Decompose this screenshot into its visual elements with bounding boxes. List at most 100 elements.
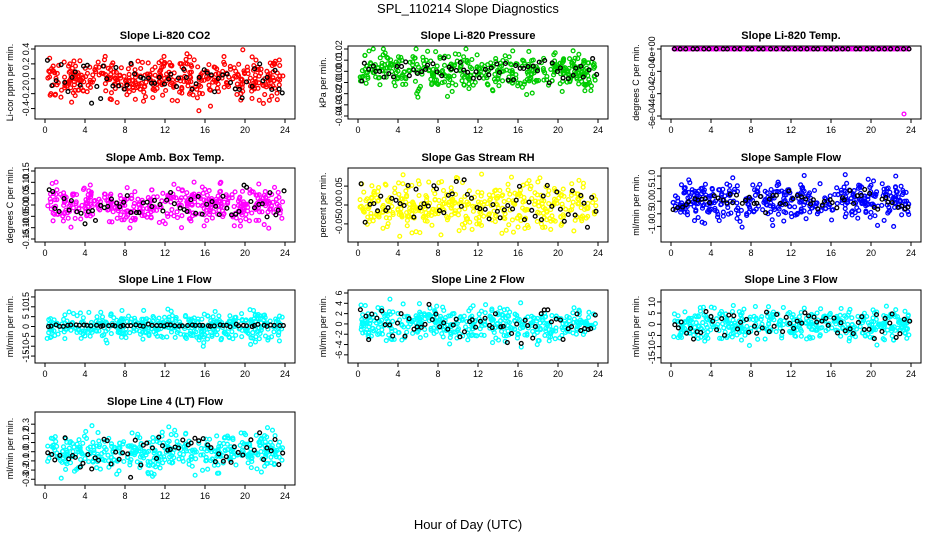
panel-title: Slope Line 2 Flow xyxy=(432,274,525,286)
data-point xyxy=(49,328,55,334)
data-point xyxy=(73,199,79,205)
data-point xyxy=(678,209,684,215)
data-point-black xyxy=(251,447,257,453)
data-point xyxy=(115,327,122,333)
data-point-black xyxy=(196,74,202,80)
data-point xyxy=(583,215,589,221)
data-point-black xyxy=(557,206,563,212)
data-point-black xyxy=(690,336,697,342)
data-point xyxy=(384,65,390,71)
data-point-black xyxy=(882,315,888,322)
data-point xyxy=(902,330,908,337)
data-point-black xyxy=(841,197,847,203)
data-point xyxy=(108,441,115,447)
data-point xyxy=(265,326,271,332)
data-point-black xyxy=(749,46,755,52)
data-point xyxy=(525,71,531,78)
y-tick-label: -0.02 xyxy=(334,83,344,104)
data-point xyxy=(897,199,903,205)
data-point-black xyxy=(212,89,218,95)
data-point xyxy=(541,320,548,326)
data-point-black xyxy=(128,60,134,67)
data-point xyxy=(548,218,554,224)
data-point-black xyxy=(532,213,538,219)
data-point-black xyxy=(125,451,131,457)
data-point xyxy=(179,84,185,91)
data-point-black xyxy=(554,68,560,74)
data-point xyxy=(535,209,541,215)
data-point-black xyxy=(217,322,223,328)
data-point xyxy=(157,465,163,471)
data-point xyxy=(88,189,94,195)
data-point xyxy=(422,206,428,212)
data-point xyxy=(101,449,107,455)
data-point xyxy=(517,325,523,331)
data-point xyxy=(546,201,552,207)
data-point-black xyxy=(821,198,827,204)
data-point xyxy=(571,228,577,234)
data-point-black xyxy=(244,444,250,451)
data-point xyxy=(854,205,860,211)
data-point-black xyxy=(358,181,364,187)
data-point-black xyxy=(701,46,707,52)
data-point xyxy=(696,314,702,320)
data-point-black xyxy=(721,332,728,338)
data-point-black xyxy=(694,46,700,52)
data-point xyxy=(276,454,282,460)
data-point xyxy=(256,336,262,342)
data-point-black xyxy=(156,434,162,440)
data-point-black xyxy=(276,86,282,92)
data-point xyxy=(417,230,423,236)
data-point xyxy=(171,181,177,187)
data-point-black xyxy=(703,309,709,315)
data-point xyxy=(48,199,54,205)
data-point xyxy=(96,328,102,334)
data-point-black xyxy=(825,322,831,328)
data-point-black xyxy=(188,197,194,203)
data-point xyxy=(121,217,127,223)
data-point-black xyxy=(156,74,162,80)
data-point-black xyxy=(906,46,912,52)
data-point-black xyxy=(118,323,124,329)
data-point xyxy=(503,333,510,339)
data-point-black xyxy=(213,203,219,209)
x-tick-label: 20 xyxy=(866,369,876,379)
data-point-black xyxy=(269,86,275,92)
x-tick-label: 16 xyxy=(826,369,836,379)
data-point xyxy=(190,210,196,216)
data-point-black xyxy=(145,75,152,81)
data-point xyxy=(706,206,712,213)
data-point xyxy=(118,316,125,322)
y-tick-label: 0.5 xyxy=(647,182,657,195)
data-point-black xyxy=(281,188,287,194)
data-point xyxy=(583,321,589,327)
data-point xyxy=(484,201,490,207)
data-point xyxy=(101,332,107,338)
data-point-black xyxy=(72,69,78,75)
data-point-black xyxy=(687,325,694,332)
data-point xyxy=(224,82,230,88)
data-point xyxy=(576,51,582,57)
data-point xyxy=(520,182,526,188)
data-point xyxy=(544,73,550,80)
y-tick-label: 0.00 xyxy=(21,196,31,214)
data-point-black xyxy=(498,324,504,330)
data-point xyxy=(262,433,268,439)
y-tick-label: 0e+00 xyxy=(647,36,657,61)
y-tick-label: 6 xyxy=(334,290,344,295)
data-point-black xyxy=(698,329,704,336)
data-point xyxy=(450,329,456,335)
data-point xyxy=(463,46,469,52)
data-point xyxy=(454,327,461,333)
data-point xyxy=(488,314,494,320)
data-point xyxy=(238,218,244,224)
data-point-black xyxy=(224,205,230,211)
data-point-black xyxy=(140,442,146,448)
data-point xyxy=(729,309,736,315)
data-point-black xyxy=(259,201,265,207)
data-point xyxy=(433,49,439,55)
data-point xyxy=(127,330,133,336)
data-point xyxy=(234,91,240,98)
data-point-black xyxy=(361,60,367,66)
data-point-black xyxy=(536,59,542,65)
